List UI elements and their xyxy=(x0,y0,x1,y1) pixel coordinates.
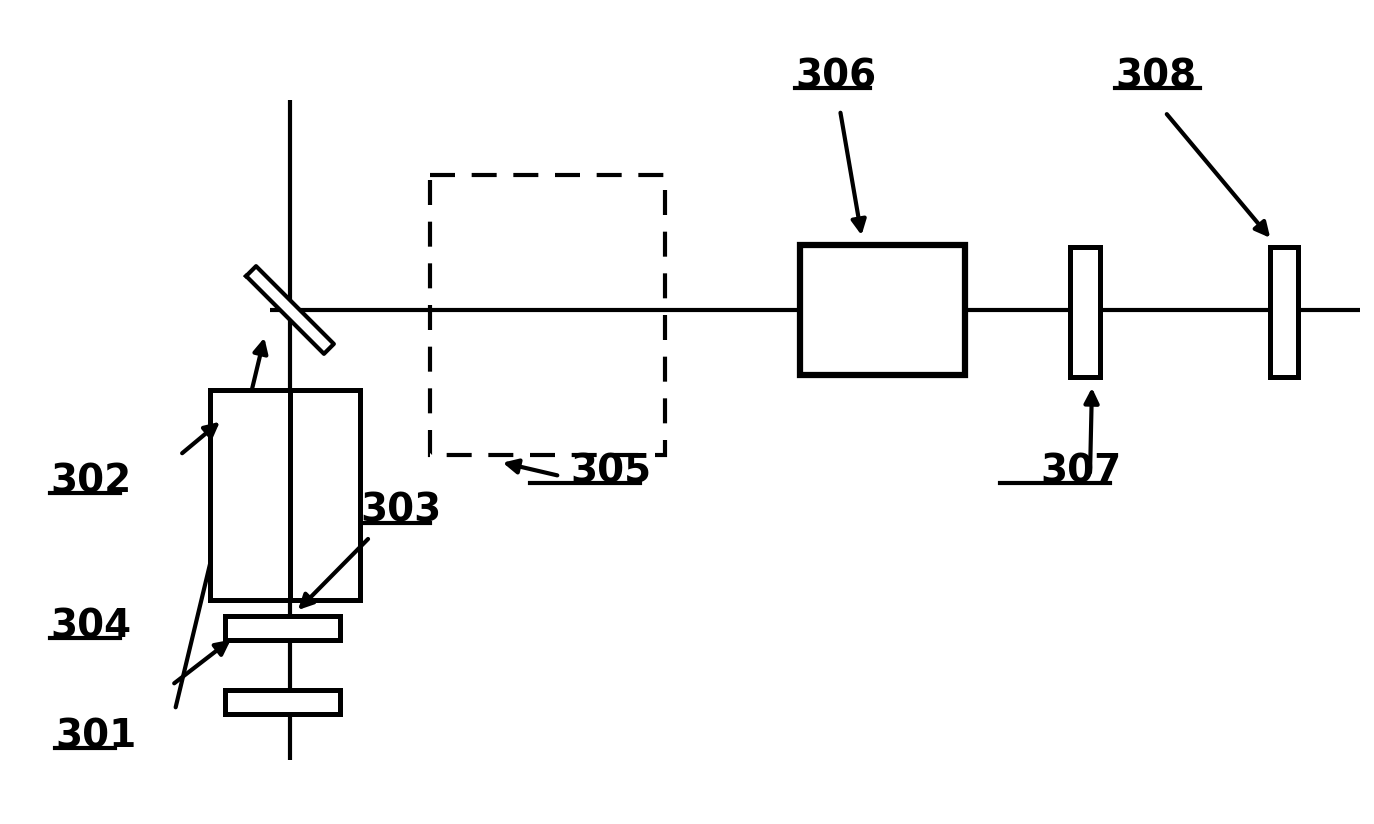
Bar xyxy=(430,175,665,455)
Text: 302: 302 xyxy=(49,462,132,500)
Bar xyxy=(800,245,965,375)
Text: 304: 304 xyxy=(49,607,131,645)
Bar xyxy=(210,390,360,600)
Text: 301: 301 xyxy=(55,717,136,755)
Bar xyxy=(225,616,339,640)
Bar xyxy=(1270,247,1298,377)
Bar xyxy=(1070,247,1101,377)
Bar xyxy=(225,690,339,714)
Text: 308: 308 xyxy=(1114,57,1197,95)
Text: 307: 307 xyxy=(1040,452,1121,490)
Text: 305: 305 xyxy=(570,452,651,490)
Polygon shape xyxy=(246,266,334,353)
Text: 306: 306 xyxy=(796,57,877,95)
Text: 303: 303 xyxy=(360,492,441,530)
